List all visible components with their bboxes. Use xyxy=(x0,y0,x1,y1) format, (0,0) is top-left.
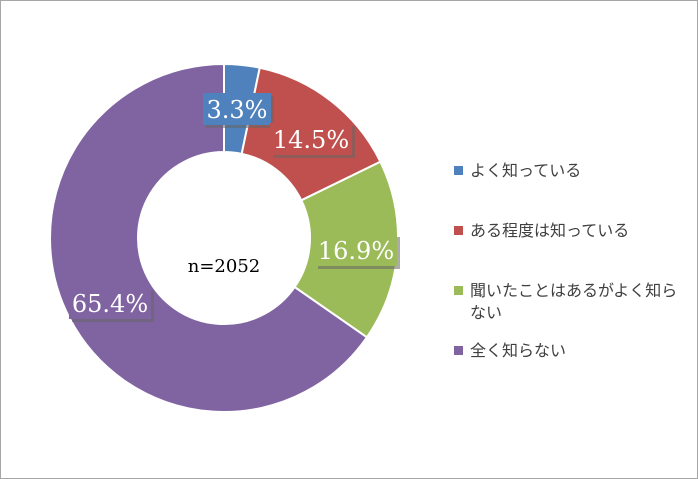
legend-item-not-known: 全く知らない xyxy=(454,340,685,362)
data-label-box xyxy=(203,93,271,125)
legend-swatch xyxy=(454,166,463,175)
data-label-box xyxy=(69,287,151,319)
data-label-text: 16.9% xyxy=(318,237,394,265)
slice-not-known xyxy=(49,62,369,413)
legend-item-heard-not-known: 聞いたことはあるがよく知らない xyxy=(454,280,685,324)
data-label: 14.5% xyxy=(270,123,355,158)
legend-item-somewhat-known: ある程度は知っている xyxy=(454,220,685,242)
data-label: 65.4% xyxy=(69,287,154,322)
legend-label: 全く知らない xyxy=(470,341,567,360)
legend-label: 聞いたことはあるがよく知らない xyxy=(470,281,678,322)
legend-label: ある程度は知っている xyxy=(470,221,630,240)
data-label-text: 65.4% xyxy=(72,290,148,318)
data-label-text: 3.3% xyxy=(207,96,268,124)
data-label-box xyxy=(315,234,397,266)
legend-item-well-known: よく知っている xyxy=(454,160,685,182)
legend-swatch xyxy=(454,286,463,295)
legend-label: よく知っている xyxy=(470,161,582,180)
data-label: 16.9% xyxy=(315,234,400,269)
data-label: 3.3% xyxy=(203,93,274,128)
legend-swatch xyxy=(454,226,463,235)
data-label-box xyxy=(270,123,352,155)
legend-swatch xyxy=(454,346,463,355)
sample-size-label: n=2052 xyxy=(188,256,260,277)
data-label-text: 14.5% xyxy=(273,126,349,154)
